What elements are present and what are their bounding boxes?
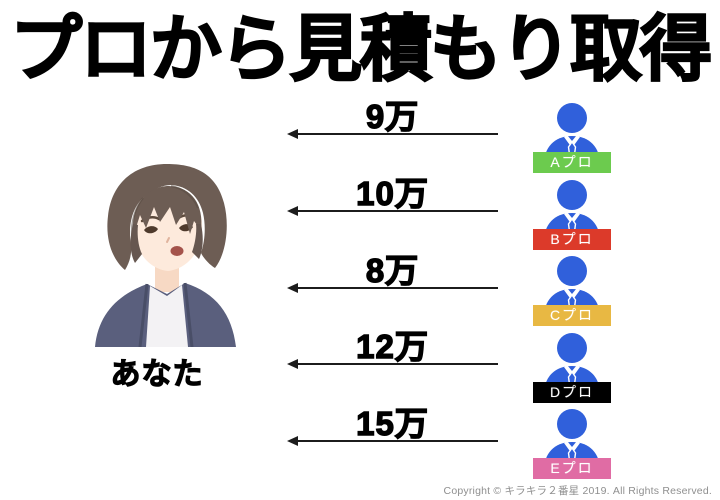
quote-amount: 10万 xyxy=(355,175,429,212)
page-title: プロから見積もり取得 xyxy=(9,9,713,91)
pro-d: Dプロ xyxy=(533,332,611,426)
quote-row: 9万 xyxy=(287,98,498,139)
pro-c: Cプロ xyxy=(533,255,611,349)
pro-a: Aプロ xyxy=(533,102,611,196)
quote-row: 15万 xyxy=(287,405,498,446)
arrow-left-icon xyxy=(287,283,498,293)
pro-badge: Eプロ xyxy=(533,458,611,479)
pro-e: Eプロ xyxy=(533,408,611,500)
arrow-left-icon xyxy=(287,129,498,139)
you-avatar xyxy=(95,164,236,347)
arrow-left-icon xyxy=(287,206,498,216)
pro-b: Bプロ xyxy=(533,179,611,273)
quote-amount: 15万 xyxy=(355,405,429,442)
pro-badge: Cプロ xyxy=(533,305,611,326)
pro-badge: Bプロ xyxy=(533,229,611,250)
quote-amount: 9万 xyxy=(365,98,420,135)
quote-row: 8万 xyxy=(287,252,498,293)
quote-row: 10万 xyxy=(287,175,498,216)
pro-badge: Dプロ xyxy=(533,382,611,403)
pro-badge: Aプロ xyxy=(533,152,611,173)
arrow-left-icon xyxy=(287,359,498,369)
you-label: あなた xyxy=(110,357,204,391)
quote-amount: 12万 xyxy=(355,328,429,365)
quote-amount: 8万 xyxy=(365,252,420,289)
quote-row: 12万 xyxy=(287,328,498,369)
arrow-left-icon xyxy=(287,436,498,446)
copyright: Copyright © キラキラ２番星 2019. All Rights Res… xyxy=(443,485,712,497)
